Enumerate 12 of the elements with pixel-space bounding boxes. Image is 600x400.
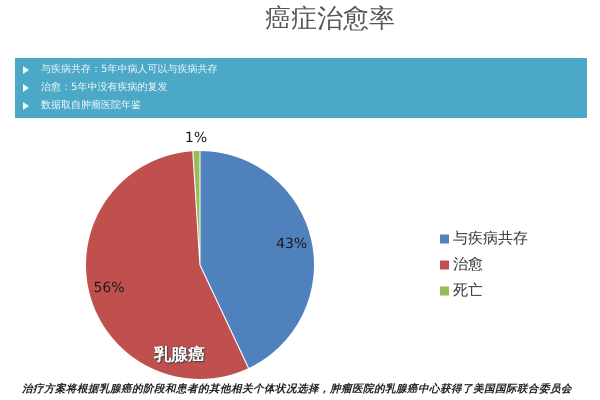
- text: 治疗方案将根据乳腺癌的阶段和患者的其他相关个体状况选择，肿瘤医院的乳腺癌中心获得了美国国际联合委员会: [22, 382, 572, 396]
- data-label: 1%: [184, 130, 208, 146]
- chart-title: 癌症治愈率: [264, 3, 396, 35]
- text: 数据取自肿瘤医院年鉴: [41, 99, 141, 113]
- legend-label: 与疾病共存: [453, 230, 528, 247]
- data-label: 56%: [93, 280, 125, 296]
- text: 乳腺癌: [154, 344, 205, 366]
- data-label: 43%: [276, 236, 308, 252]
- text: 治愈：5年中没有疾病的复发: [41, 81, 168, 95]
- text: 与疾病共存：5年中病人可以与疾病共存: [41, 63, 218, 77]
- legend-label: 死亡: [453, 282, 483, 299]
- legend-label: 治愈: [453, 256, 483, 273]
